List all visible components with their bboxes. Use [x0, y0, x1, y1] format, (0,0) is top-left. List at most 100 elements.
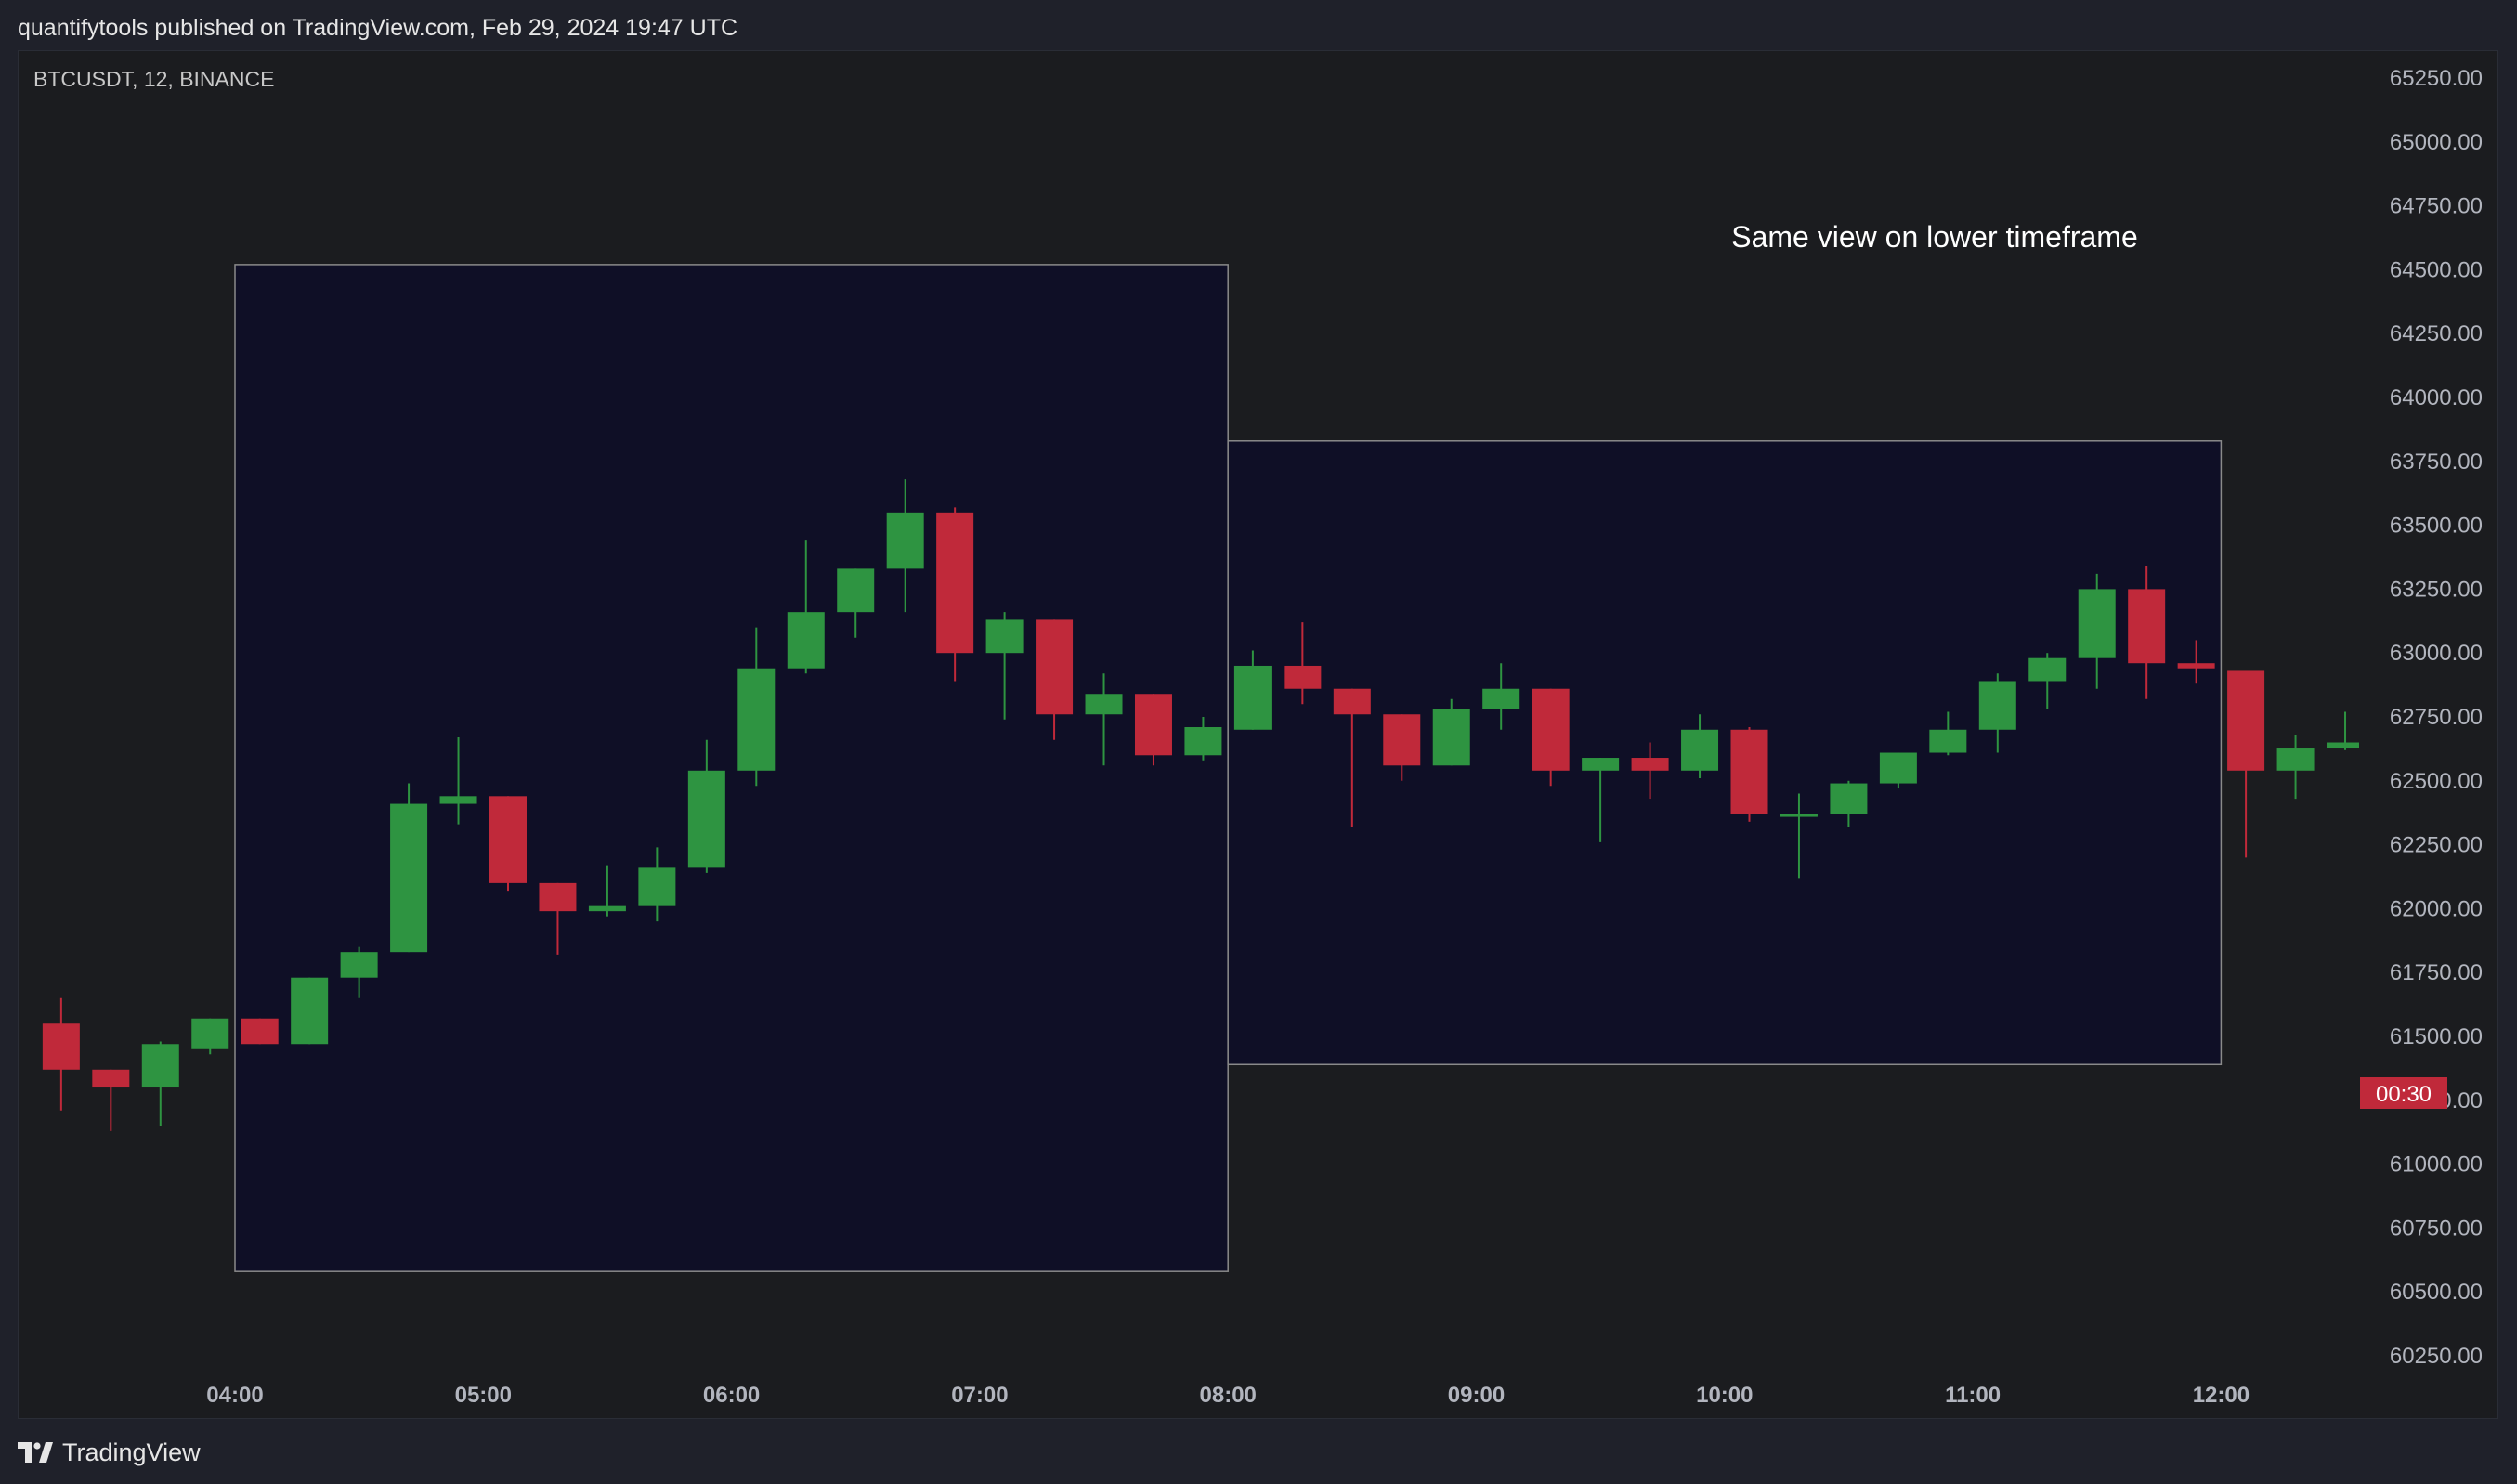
candle[interactable] [1482, 663, 1520, 730]
candle[interactable] [1929, 711, 1967, 756]
y-tick-label: 65250.00 [2390, 66, 2483, 91]
y-tick-label: 63750.00 [2390, 449, 2483, 475]
candle-body [340, 952, 378, 978]
candle[interactable] [191, 1018, 229, 1055]
footer-bar [0, 1419, 2517, 1484]
candle-body [439, 796, 477, 804]
x-tick-label: 11:00 [1945, 1383, 2001, 1408]
y-tick-label: 60750.00 [2390, 1216, 2483, 1241]
y-tick-label: 63250.00 [2390, 577, 2483, 602]
x-tick-label: 12:00 [2193, 1383, 2250, 1408]
countdown-label: 00:30 [2376, 1082, 2432, 1107]
candle-body [1978, 681, 2016, 730]
countdown-badge-bg [2360, 1077, 2447, 1109]
timeframe-box-2[interactable] [1227, 440, 2223, 1066]
y-tick-label: 64750.00 [2390, 194, 2483, 219]
candle[interactable] [1284, 622, 1322, 705]
candle[interactable] [1978, 673, 2016, 753]
tradingview-brand[interactable]: TradingView [18, 1436, 201, 1469]
x-tick-label: 07:00 [951, 1383, 1008, 1408]
candle[interactable] [141, 1041, 179, 1126]
countdown-badge: 00:30 [2360, 1077, 2447, 1109]
candle-body [241, 1018, 279, 1045]
candle[interactable] [588, 865, 626, 917]
candle[interactable] [1134, 694, 1172, 766]
candle-body [2078, 589, 2116, 658]
y-tick-label: 61500.00 [2390, 1024, 2483, 1049]
y-tick-label: 62250.00 [2390, 833, 2483, 858]
candle[interactable] [1085, 673, 1123, 766]
candle[interactable] [291, 977, 329, 1045]
candle[interactable] [241, 1018, 279, 1045]
y-tick-label: 60250.00 [2390, 1344, 2483, 1369]
candle[interactable] [1780, 793, 1818, 879]
candle[interactable] [985, 612, 1024, 720]
timeframe-box-1[interactable] [234, 264, 1229, 1272]
candle[interactable] [1333, 688, 1371, 827]
candle-body [489, 796, 527, 883]
candle-body [2177, 663, 2215, 669]
candle[interactable] [787, 540, 825, 674]
candle-body [1929, 729, 1967, 753]
candle-body [1879, 752, 1917, 784]
candle-body [42, 1023, 80, 1070]
candle[interactable] [2028, 653, 2067, 709]
x-tick-label: 09:00 [1448, 1383, 1505, 1408]
candle[interactable] [1532, 688, 1570, 787]
candle[interactable] [1681, 714, 1719, 779]
candle[interactable] [390, 783, 428, 953]
x-tick-label: 06:00 [703, 1383, 760, 1408]
candle-body [1383, 714, 1421, 766]
candle[interactable] [1184, 717, 1222, 761]
candles-layer [42, 479, 2364, 1131]
boxes-layer [234, 264, 2223, 1272]
candle[interactable] [687, 739, 725, 873]
candle[interactable] [2128, 566, 2166, 699]
candle[interactable] [489, 796, 527, 892]
candle[interactable] [1582, 758, 1620, 842]
candle[interactable] [837, 568, 875, 638]
candle[interactable] [1879, 752, 1917, 789]
candle-body [886, 512, 924, 569]
candle[interactable] [1233, 650, 1272, 730]
candle[interactable] [1830, 780, 1868, 827]
candle[interactable] [886, 479, 924, 613]
candle-body [2128, 589, 2166, 664]
candle-body [2028, 657, 2067, 682]
y-tick-label: 61000.00 [2390, 1152, 2483, 1178]
candle[interactable] [340, 946, 378, 998]
candle[interactable] [936, 507, 974, 682]
y-tick-label: 64250.00 [2390, 321, 2483, 346]
candle[interactable] [42, 997, 80, 1111]
candle[interactable] [2276, 735, 2315, 800]
candle-body [1432, 709, 1470, 766]
candle-body [141, 1044, 179, 1088]
candle-body [2276, 748, 2315, 771]
candle[interactable] [539, 882, 577, 955]
x-tick-label: 05:00 [455, 1383, 512, 1408]
y-tick-label: 61750.00 [2390, 960, 2483, 985]
candle-body [737, 668, 776, 771]
candle[interactable] [737, 627, 776, 787]
candle[interactable] [638, 847, 676, 922]
y-tick-label: 62750.00 [2390, 705, 2483, 730]
candle[interactable] [2078, 573, 2116, 689]
candle[interactable] [1036, 619, 1074, 740]
candle[interactable] [2177, 640, 2215, 684]
y-tick-label: 64500.00 [2390, 257, 2483, 282]
candle-body [1482, 688, 1520, 709]
candle-body [539, 882, 577, 912]
candle-body [2227, 670, 2265, 771]
candle-body [985, 619, 1024, 654]
candle[interactable] [1383, 714, 1421, 781]
candle[interactable] [1432, 698, 1470, 766]
candle[interactable] [1730, 727, 1768, 822]
candle[interactable] [2227, 670, 2265, 858]
y-tick-label: 62500.00 [2390, 769, 2483, 794]
candle[interactable] [1631, 742, 1669, 800]
candle[interactable] [439, 737, 477, 825]
candle[interactable] [92, 1069, 130, 1131]
y-tick-label: 60500.00 [2390, 1280, 2483, 1305]
candle[interactable] [2327, 711, 2364, 750]
